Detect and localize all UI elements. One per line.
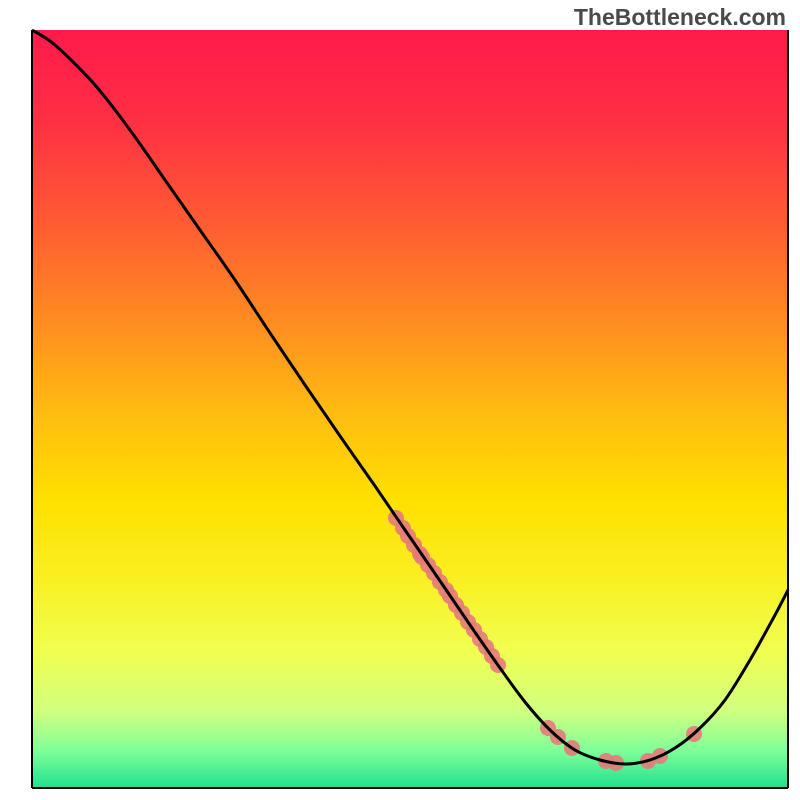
watermark-text: TheBottleneck.com <box>574 4 786 31</box>
chart-container: TheBottleneck.com <box>0 0 800 800</box>
bottleneck-chart <box>0 0 800 800</box>
plot-background <box>32 30 788 788</box>
